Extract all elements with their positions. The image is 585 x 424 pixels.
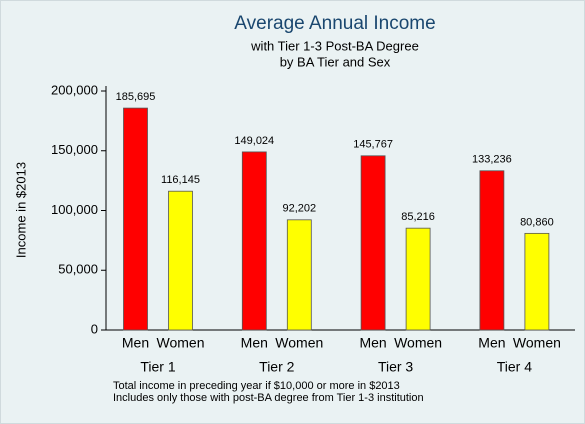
x-tick-label: Tier 3 [378, 359, 413, 375]
bar [405, 227, 431, 331]
bar [241, 151, 267, 331]
series-label: Men [359, 335, 386, 351]
note: Total income in preceding year if $10,00… [113, 380, 400, 392]
series-label: Women [275, 335, 323, 351]
y-tick-label: 0 [91, 321, 98, 336]
series-label: Men [241, 335, 268, 351]
chart-subtitle: by BA Tier and Sex [280, 54, 391, 69]
bar [123, 107, 148, 331]
y-tick-label: 150,000 [51, 142, 98, 157]
value-label: 145,767 [353, 139, 393, 151]
chart-title: Average Annual Income [234, 13, 435, 34]
bar [360, 155, 386, 331]
series-label: Women [394, 335, 442, 351]
note: Includes only those with post-BA degree … [113, 392, 424, 404]
bar [168, 190, 193, 331]
bar [286, 219, 312, 331]
series-label: Men [122, 335, 149, 351]
bar [479, 170, 505, 331]
x-tick-label: Tier 1 [140, 359, 175, 375]
value-label: 92,202 [282, 203, 316, 215]
value-label: 185,695 [116, 91, 156, 103]
series-label: Men [478, 335, 505, 351]
series-label: Women [157, 335, 205, 351]
x-tick-label: Tier 4 [497, 359, 532, 375]
bar [524, 232, 550, 331]
value-label: 149,024 [234, 135, 274, 147]
value-label: 85,216 [401, 211, 435, 223]
y-axis-label: Income in $2013 [13, 162, 28, 258]
y-tick-label: 200,000 [51, 82, 98, 97]
y-tick-label: 50,000 [58, 262, 98, 277]
x-tick-label: Tier 2 [259, 359, 294, 375]
series-label: Women [513, 335, 561, 351]
value-label: 80,860 [520, 216, 554, 228]
chart-subtitle: with Tier 1-3 Post-BA Degree [250, 38, 419, 53]
value-label: 116,145 [161, 174, 200, 186]
y-tick-label: 100,000 [51, 202, 98, 217]
value-label: 133,236 [472, 154, 512, 166]
